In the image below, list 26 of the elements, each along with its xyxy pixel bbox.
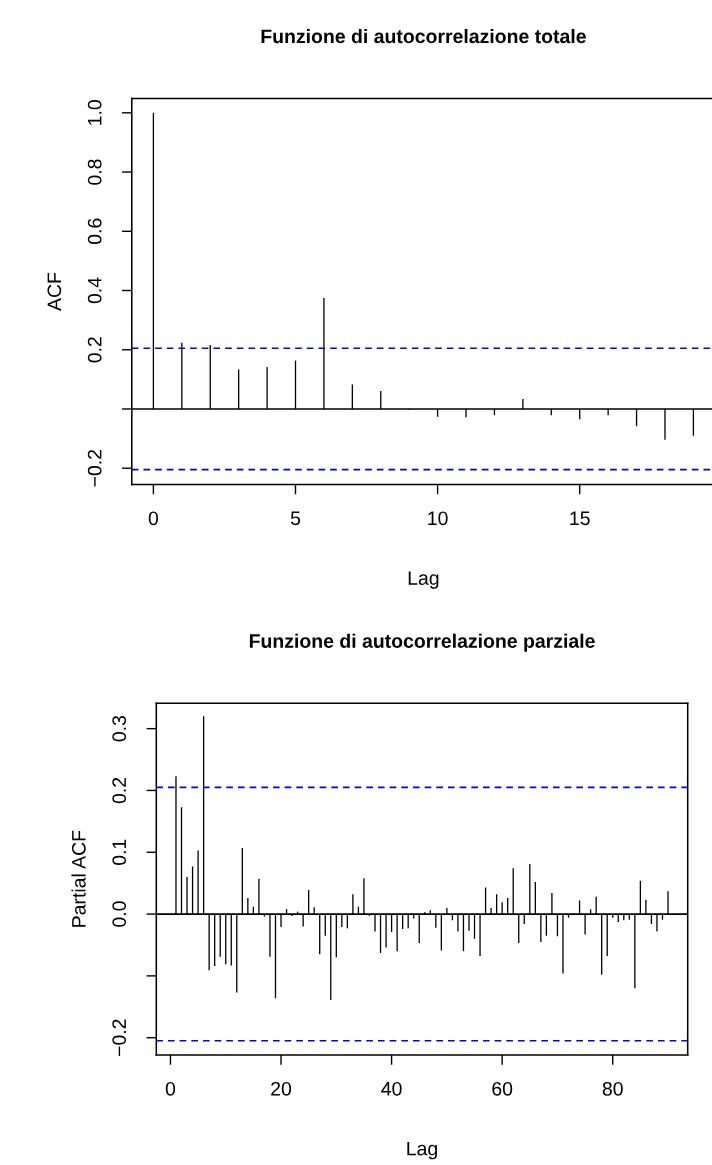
y-axis-title: ACF <box>47 272 62 311</box>
y-tick-label: 0.3 <box>112 715 127 742</box>
y-tick-label: −0.2 <box>112 1019 127 1056</box>
x-axis-title: Lag <box>407 1141 437 1160</box>
y-tick-label: 0.2 <box>112 777 127 804</box>
y-tick-label: 0.2 <box>87 337 102 363</box>
chart-title: Funzione di autocorrelazione parziale <box>249 633 595 652</box>
x-tick-label: 10 <box>428 511 448 526</box>
x-tick-label: 5 <box>290 511 301 526</box>
chart-title: Funzione di autocorrelazione totale <box>261 28 586 44</box>
y-tick-label: 0.6 <box>87 218 102 245</box>
x-tick-label: 40 <box>381 1081 402 1096</box>
x-tick-label: 0 <box>165 1081 176 1096</box>
y-tick-label: 0.1 <box>112 839 127 866</box>
y-tick-label: 0.4 <box>87 277 102 304</box>
x-axis-title: Lag <box>408 571 439 589</box>
x-tick-label: 60 <box>492 1081 513 1096</box>
x-tick-label: 20 <box>271 1081 292 1096</box>
x-tick-label: 0 <box>148 511 159 526</box>
x-tick-label: 80 <box>602 1081 623 1096</box>
x-tick-label: 15 <box>570 511 590 526</box>
y-tick-label: 1.0 <box>87 100 102 125</box>
y-tick-label: 0.8 <box>87 159 102 185</box>
y-tick-label: −0.2 <box>87 449 102 487</box>
y-tick-label: 0.0 <box>112 901 127 927</box>
y-axis-title: Partial ACF <box>71 830 86 927</box>
